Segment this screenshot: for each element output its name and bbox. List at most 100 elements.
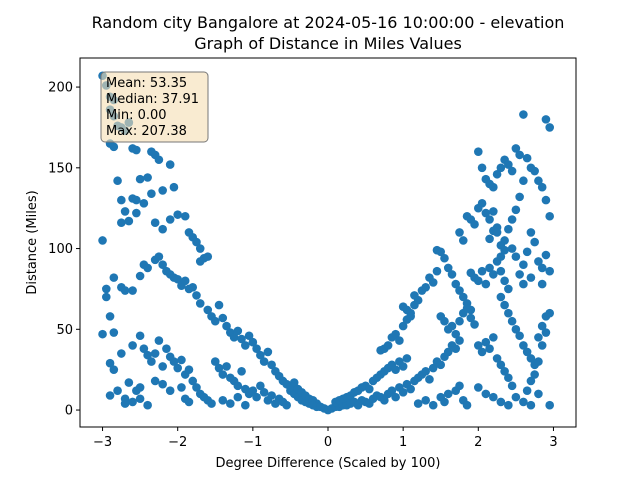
data-point — [447, 321, 457, 331]
data-point — [391, 329, 400, 339]
data-point — [177, 355, 186, 365]
data-point — [398, 321, 408, 331]
data-point — [105, 391, 115, 400]
data-point — [526, 273, 536, 282]
data-point — [406, 384, 415, 394]
data-point — [436, 247, 446, 257]
data-point — [500, 366, 509, 376]
data-point — [259, 357, 269, 366]
data-point — [477, 266, 487, 276]
data-point — [214, 363, 224, 373]
data-point — [522, 347, 532, 357]
data-point — [511, 325, 521, 334]
data-point — [504, 224, 513, 234]
data-point — [440, 397, 449, 407]
data-point — [537, 341, 547, 350]
y-tick-label: 200 — [48, 81, 73, 96]
data-point — [391, 365, 400, 374]
data-point — [455, 316, 464, 326]
data-point — [504, 160, 513, 169]
data-point — [165, 386, 175, 395]
data-point — [248, 386, 258, 395]
chart-subtitle: Graph of Distance in Miles Values — [194, 34, 462, 53]
data-point — [522, 153, 532, 163]
data-point — [203, 252, 213, 261]
data-point — [425, 375, 434, 384]
data-point — [184, 397, 194, 407]
data-point — [195, 299, 205, 308]
data-point — [244, 331, 254, 341]
data-point — [500, 300, 509, 310]
data-point — [421, 366, 431, 376]
data-point — [395, 336, 404, 345]
data-point — [241, 341, 250, 350]
data-point — [158, 362, 167, 371]
y-axis-ticks: 0 50 100 150 200 — [48, 81, 80, 419]
data-point — [526, 354, 536, 363]
data-point — [398, 362, 408, 371]
data-point — [154, 155, 164, 165]
data-point — [455, 336, 464, 345]
data-point — [218, 370, 228, 379]
data-point — [534, 257, 543, 266]
y-tick-label: 0 — [65, 404, 73, 419]
data-point — [507, 381, 517, 391]
data-point — [474, 276, 483, 286]
data-point — [398, 387, 408, 397]
data-point — [105, 358, 115, 368]
data-point — [380, 396, 389, 405]
data-point — [485, 215, 494, 224]
data-point — [402, 354, 412, 363]
data-point — [207, 399, 216, 408]
data-point — [522, 386, 532, 395]
data-point — [218, 396, 228, 405]
data-point — [458, 292, 468, 302]
data-point — [98, 236, 107, 245]
data-point — [165, 215, 175, 224]
data-point — [105, 312, 115, 321]
data-point — [263, 347, 273, 357]
data-point — [391, 392, 400, 402]
data-point — [139, 199, 149, 208]
data-point — [507, 316, 517, 326]
data-point — [282, 400, 291, 410]
data-point — [135, 271, 145, 281]
data-point — [150, 376, 160, 386]
data-point — [432, 266, 442, 276]
data-point — [180, 211, 190, 221]
data-point — [474, 383, 483, 392]
data-point — [477, 199, 487, 208]
data-point — [443, 263, 453, 273]
data-point — [496, 252, 506, 261]
data-point — [496, 292, 506, 302]
data-point — [545, 123, 554, 132]
data-point — [109, 365, 119, 374]
data-point — [158, 186, 167, 195]
data-point — [173, 210, 182, 219]
data-point — [169, 182, 179, 192]
data-point — [252, 344, 261, 353]
x-axis-label: Degree Difference (Scaled by 100) — [216, 456, 441, 471]
data-point — [113, 386, 122, 395]
stats-box-background — [100, 71, 209, 143]
data-point — [365, 384, 374, 394]
data-point — [507, 244, 517, 253]
data-point — [132, 145, 141, 155]
data-point — [184, 365, 194, 374]
data-point — [545, 211, 554, 221]
data-point — [470, 220, 479, 229]
data-point — [124, 216, 134, 226]
data-point — [504, 308, 513, 318]
data-point — [507, 166, 517, 176]
data-point — [248, 337, 258, 347]
data-point — [158, 379, 167, 389]
y-tick-label: 50 — [56, 323, 73, 338]
data-point — [177, 383, 186, 392]
data-point — [143, 350, 152, 360]
data-point — [526, 400, 536, 410]
data-point — [218, 313, 228, 323]
data-point — [534, 357, 543, 366]
data-point — [470, 320, 479, 329]
data-point — [120, 286, 130, 295]
data-point — [387, 386, 397, 395]
